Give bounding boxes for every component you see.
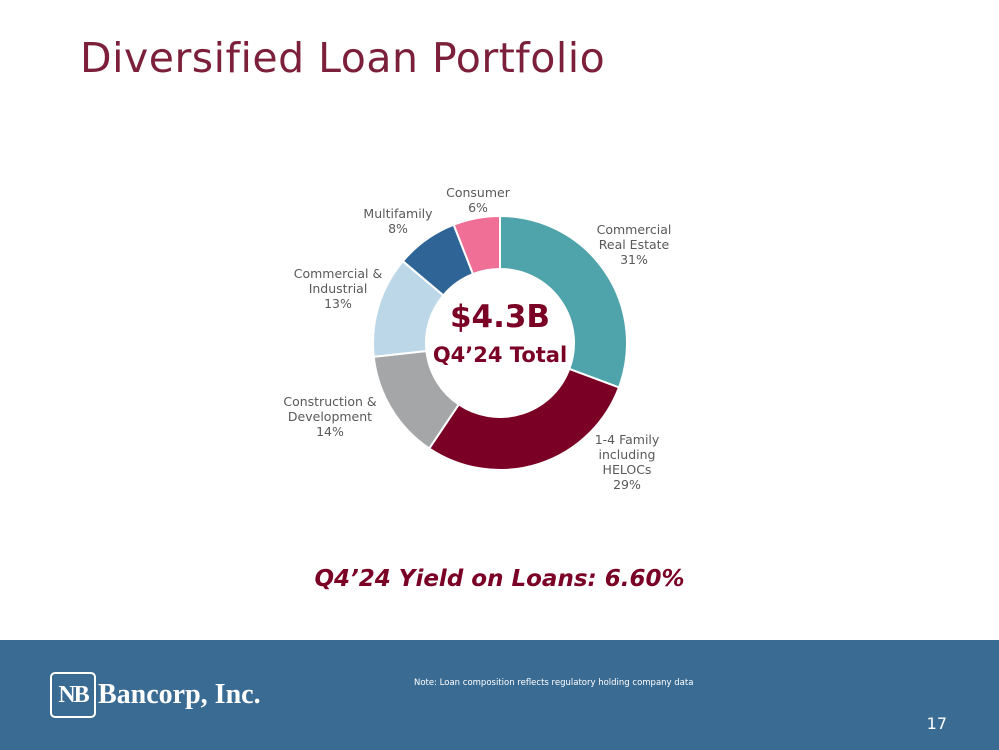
slice-value-label: 31% bbox=[620, 252, 648, 267]
slice-label-text: including bbox=[598, 447, 656, 462]
slice-label: 1-4 Family including HELOCs 29% bbox=[557, 432, 697, 492]
slice-value-label: 13% bbox=[324, 296, 352, 311]
slide-title: Diversified Loan Portfolio bbox=[80, 34, 606, 82]
loan-yield-text: Q4’24 Yield on Loans: 6.60% bbox=[314, 566, 685, 592]
footer-bar: NB Bancorp, Inc. Note: Loan composition … bbox=[0, 640, 999, 750]
slice-label-text: Commercial bbox=[596, 222, 672, 237]
donut-center-caption: Q4’24 Total bbox=[432, 343, 568, 367]
slice-label-text: Construction & bbox=[283, 394, 377, 409]
donut-slice bbox=[452, 214, 501, 276]
donut-center: $4.3B Q4’24 Total bbox=[400, 296, 600, 370]
slice-value-label: 8% bbox=[388, 221, 408, 236]
logo-text: Bancorp, Inc. bbox=[98, 679, 261, 710]
slice-value-label: 14% bbox=[316, 424, 344, 439]
slice-label-text: HELOCs bbox=[602, 462, 652, 477]
slice-label: Multifamily 8% bbox=[328, 206, 468, 236]
donut-center-value: $4.3B bbox=[449, 299, 551, 335]
donut-slice bbox=[427, 367, 621, 471]
logo-mark-icon: NB bbox=[50, 672, 96, 718]
slice-label-text: Commercial & bbox=[293, 266, 383, 281]
slice-label: Commercial & Industrial 13% bbox=[268, 266, 408, 311]
slice-label: Construction & Development 14% bbox=[260, 394, 400, 439]
loan-portfolio-donut-chart bbox=[372, 214, 628, 471]
page-number: 17 bbox=[926, 714, 947, 733]
slice-label-text: Real Estate bbox=[598, 237, 670, 252]
company-logo: NB Bancorp, Inc. bbox=[50, 670, 261, 720]
slice-value-label: 6% bbox=[468, 200, 488, 215]
donut-slice bbox=[499, 214, 628, 389]
slice-label-text: Consumer bbox=[446, 185, 510, 200]
slice-value-label: 29% bbox=[613, 477, 641, 492]
footer-note: Note: Loan composition reflects regulato… bbox=[414, 678, 694, 688]
slice-label-text: Development bbox=[287, 409, 373, 424]
slice-label-text: 1-4 Family bbox=[594, 432, 660, 447]
slice-label: Consumer 6% bbox=[408, 185, 548, 215]
slice-label-text: Industrial bbox=[308, 281, 368, 296]
slice-label-text: Multifamily bbox=[363, 206, 433, 221]
slice-label: Commercial Real Estate 31% bbox=[564, 222, 704, 267]
